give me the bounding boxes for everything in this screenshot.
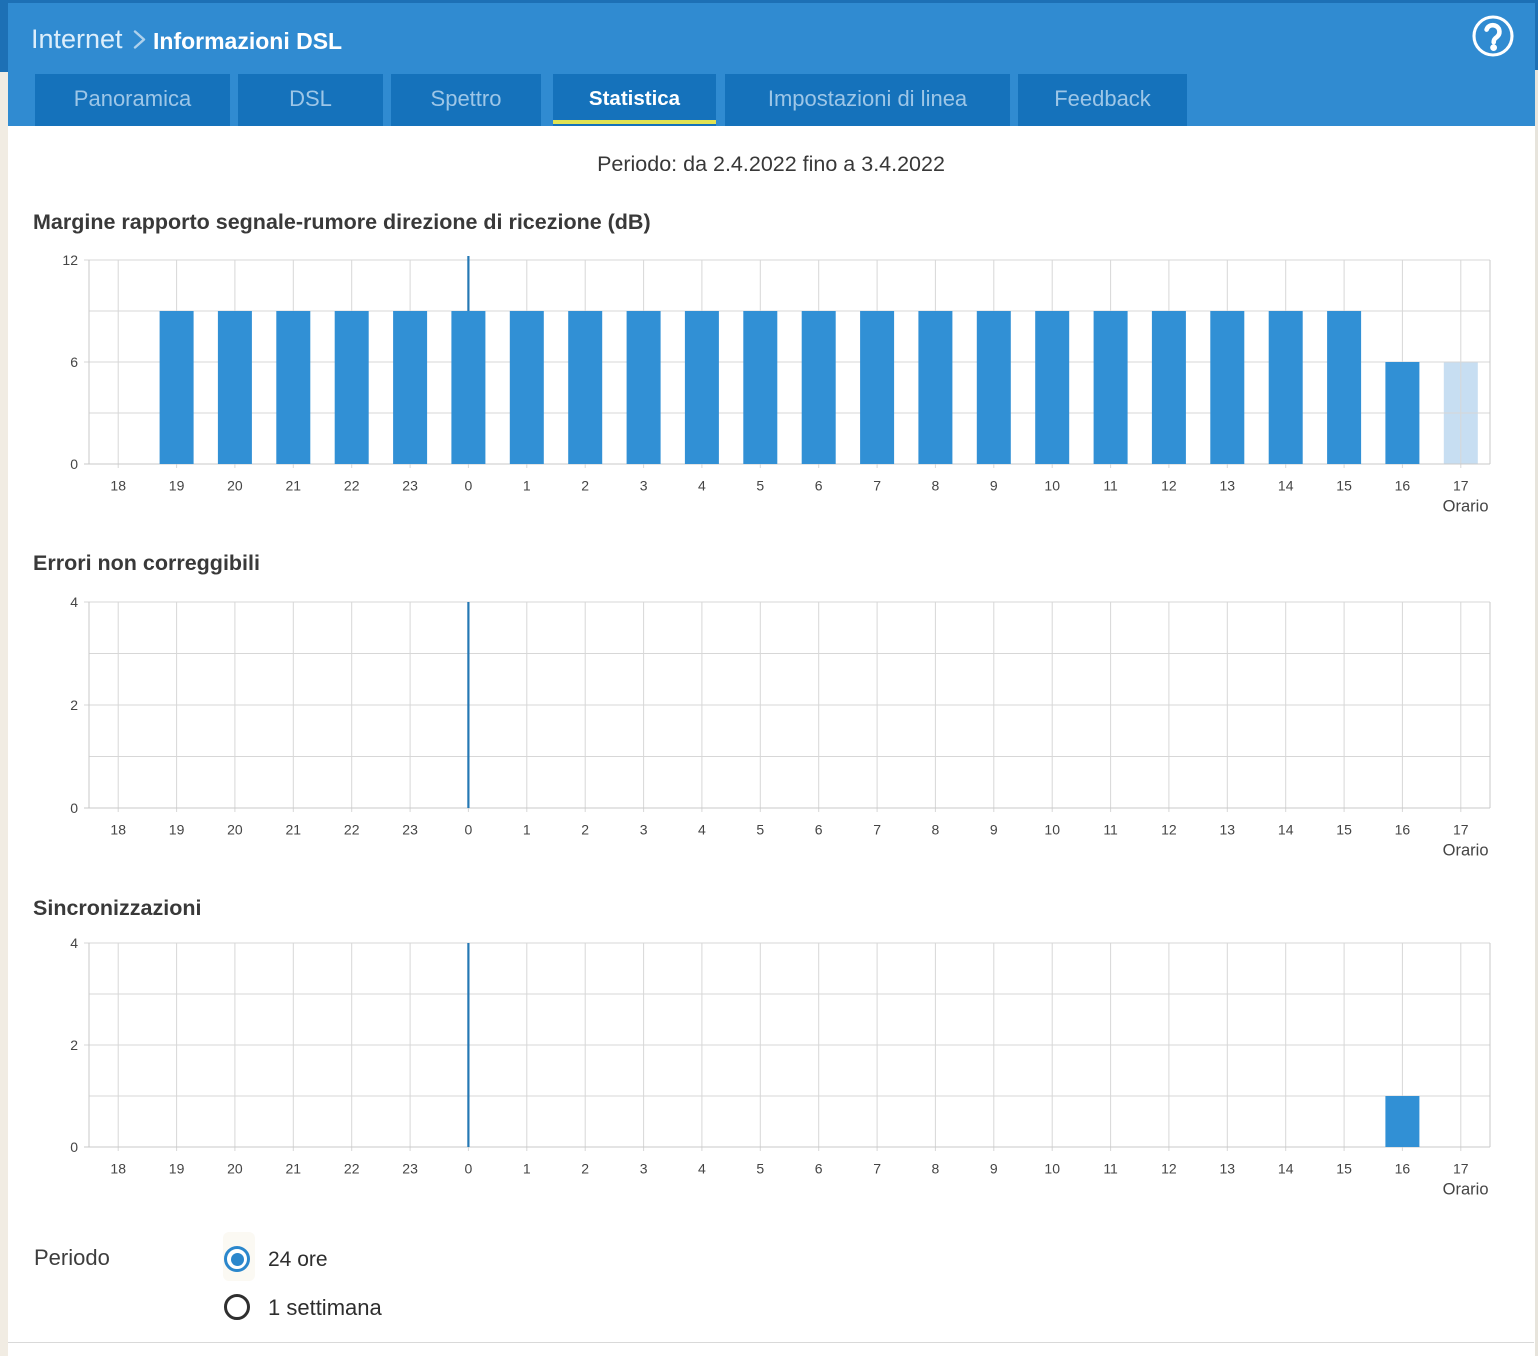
svg-text:11: 11 xyxy=(1103,822,1118,838)
svg-text:15: 15 xyxy=(1336,1161,1352,1177)
svg-text:3: 3 xyxy=(640,1161,648,1177)
svg-text:3: 3 xyxy=(640,822,648,838)
svg-text:0: 0 xyxy=(70,456,78,472)
svg-text:17: 17 xyxy=(1453,1161,1469,1177)
svg-text:12: 12 xyxy=(62,252,78,268)
svg-text:22: 22 xyxy=(344,1161,360,1177)
svg-text:7: 7 xyxy=(873,822,881,838)
svg-text:Orario: Orario xyxy=(1443,1181,1489,1199)
svg-text:20: 20 xyxy=(227,822,243,838)
svg-text:11: 11 xyxy=(1103,1161,1118,1177)
svg-text:13: 13 xyxy=(1220,1161,1236,1177)
svg-text:4: 4 xyxy=(70,594,78,610)
svg-text:4: 4 xyxy=(698,1161,706,1177)
svg-text:6: 6 xyxy=(815,1161,823,1177)
svg-text:6: 6 xyxy=(815,822,823,838)
svg-text:10: 10 xyxy=(1044,1161,1060,1177)
svg-text:20: 20 xyxy=(227,478,243,494)
svg-text:Orario: Orario xyxy=(1443,842,1489,860)
svg-text:2: 2 xyxy=(581,822,589,838)
svg-text:8: 8 xyxy=(932,822,940,838)
svg-text:6: 6 xyxy=(70,354,78,370)
svg-text:0: 0 xyxy=(465,822,473,838)
svg-text:17: 17 xyxy=(1453,478,1469,494)
svg-text:9: 9 xyxy=(990,1161,998,1177)
svg-text:4: 4 xyxy=(698,822,706,838)
svg-text:5: 5 xyxy=(756,478,764,494)
svg-text:15: 15 xyxy=(1336,822,1352,838)
svg-text:12: 12 xyxy=(1161,822,1177,838)
svg-text:6: 6 xyxy=(815,478,823,494)
svg-text:19: 19 xyxy=(169,822,185,838)
svg-text:9: 9 xyxy=(990,478,998,494)
svg-text:0: 0 xyxy=(465,1161,473,1177)
svg-text:16: 16 xyxy=(1395,822,1411,838)
svg-text:23: 23 xyxy=(402,1161,418,1177)
svg-text:5: 5 xyxy=(756,1161,764,1177)
svg-text:1: 1 xyxy=(523,822,531,838)
svg-text:21: 21 xyxy=(286,822,302,838)
svg-text:15: 15 xyxy=(1336,478,1352,494)
svg-text:18: 18 xyxy=(110,1161,126,1177)
svg-text:Orario: Orario xyxy=(1443,498,1489,516)
svg-text:1: 1 xyxy=(523,478,531,494)
svg-text:7: 7 xyxy=(873,1161,881,1177)
svg-text:0: 0 xyxy=(70,800,78,816)
svg-text:22: 22 xyxy=(344,478,360,494)
svg-text:16: 16 xyxy=(1395,1161,1411,1177)
svg-text:4: 4 xyxy=(698,478,706,494)
svg-text:18: 18 xyxy=(110,478,126,494)
svg-text:3: 3 xyxy=(640,478,648,494)
svg-text:2: 2 xyxy=(581,478,589,494)
svg-text:22: 22 xyxy=(344,822,360,838)
svg-text:1: 1 xyxy=(523,1161,531,1177)
svg-text:21: 21 xyxy=(286,478,302,494)
svg-text:14: 14 xyxy=(1278,822,1294,838)
svg-text:19: 19 xyxy=(169,478,185,494)
svg-text:10: 10 xyxy=(1044,822,1060,838)
svg-text:20: 20 xyxy=(227,1161,243,1177)
svg-text:10: 10 xyxy=(1044,478,1060,494)
svg-text:21: 21 xyxy=(286,1161,302,1177)
svg-text:16: 16 xyxy=(1395,478,1411,494)
svg-text:23: 23 xyxy=(402,822,418,838)
svg-text:8: 8 xyxy=(932,478,940,494)
svg-text:12: 12 xyxy=(1161,478,1177,494)
svg-text:7: 7 xyxy=(873,478,881,494)
svg-text:12: 12 xyxy=(1161,1161,1177,1177)
svg-text:8: 8 xyxy=(932,1161,940,1177)
svg-text:0: 0 xyxy=(70,1139,78,1155)
svg-text:11: 11 xyxy=(1103,478,1118,494)
svg-text:2: 2 xyxy=(70,697,78,713)
svg-text:18: 18 xyxy=(110,822,126,838)
svg-text:9: 9 xyxy=(990,822,998,838)
svg-text:13: 13 xyxy=(1220,822,1236,838)
svg-text:23: 23 xyxy=(402,478,418,494)
svg-text:2: 2 xyxy=(581,1161,589,1177)
svg-text:4: 4 xyxy=(70,935,78,951)
svg-text:13: 13 xyxy=(1220,478,1236,494)
svg-text:0: 0 xyxy=(465,478,473,494)
svg-text:5: 5 xyxy=(756,822,764,838)
svg-text:19: 19 xyxy=(169,1161,185,1177)
svg-text:2: 2 xyxy=(70,1037,78,1053)
svg-text:17: 17 xyxy=(1453,822,1469,838)
svg-text:14: 14 xyxy=(1278,478,1294,494)
svg-text:14: 14 xyxy=(1278,1161,1294,1177)
